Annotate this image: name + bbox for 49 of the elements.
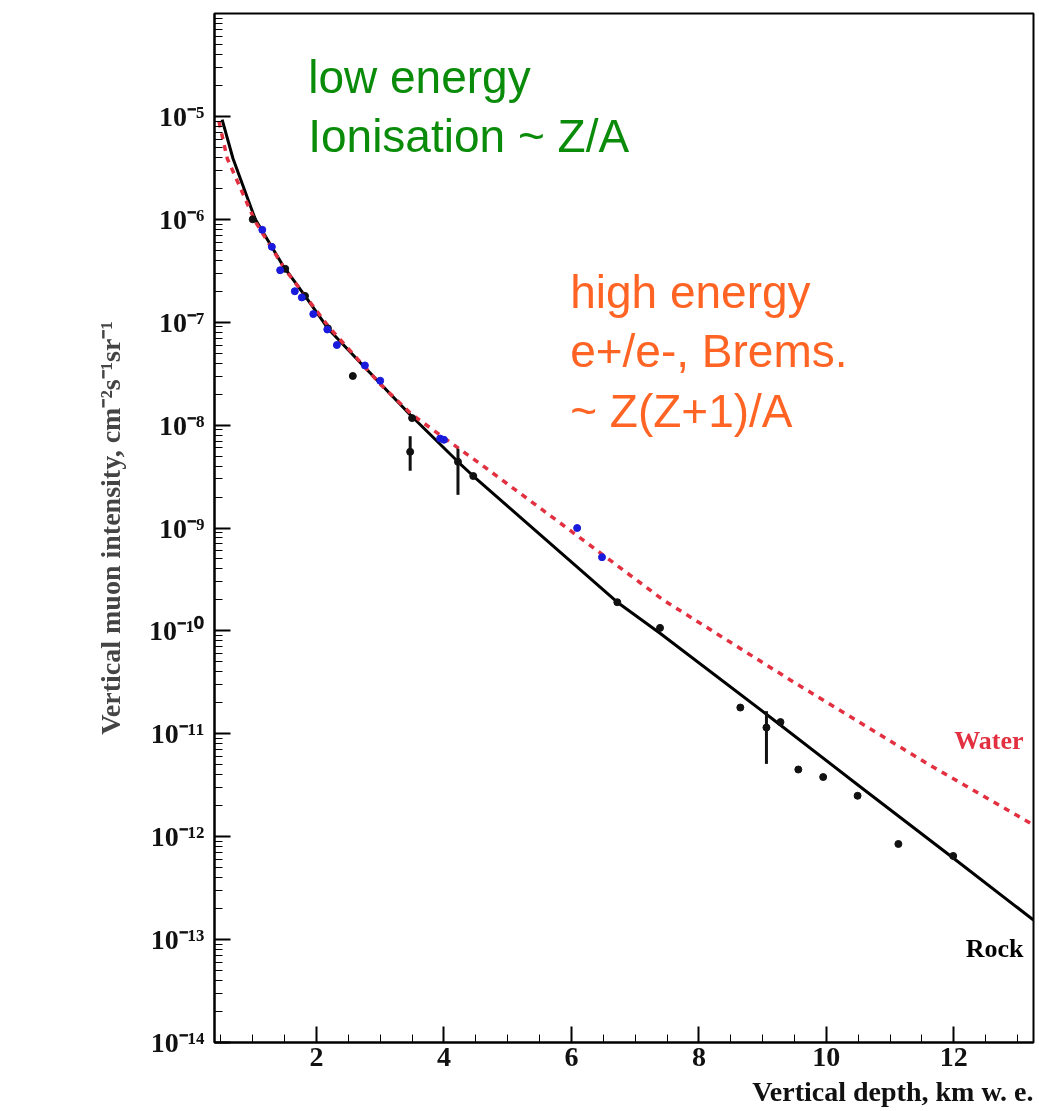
point bbox=[794, 765, 803, 774]
point bbox=[290, 287, 299, 296]
y-tick-label: 10⁻¹¹ bbox=[150, 718, 205, 750]
point bbox=[258, 225, 267, 234]
point bbox=[332, 341, 341, 350]
point bbox=[276, 266, 285, 275]
x-tick-label: 4 bbox=[436, 1040, 451, 1072]
point bbox=[613, 598, 622, 607]
y-tick-label: 10⁻⁸ bbox=[159, 409, 205, 441]
y-tick-label: 10⁻¹⁰ bbox=[149, 615, 205, 647]
point bbox=[267, 242, 276, 251]
series-label: Water bbox=[954, 725, 1024, 755]
y-tick-label: 10⁻¹⁴ bbox=[150, 1027, 206, 1058]
point bbox=[736, 703, 745, 712]
point bbox=[348, 372, 357, 380]
point bbox=[469, 472, 478, 481]
x-tick-label: 10 bbox=[812, 1040, 841, 1072]
point bbox=[248, 215, 257, 224]
point bbox=[894, 839, 903, 848]
x-axis-title: Vertical depth, km w. e. bbox=[752, 1075, 1034, 1107]
point bbox=[453, 457, 462, 466]
point bbox=[309, 310, 318, 319]
point bbox=[598, 553, 607, 562]
x-tick-label: 2 bbox=[309, 1040, 324, 1072]
y-tick-label: 10⁻⁷ bbox=[159, 306, 205, 338]
y-tick-label: 10⁻¹² bbox=[150, 821, 205, 853]
point bbox=[360, 361, 369, 370]
point bbox=[408, 414, 417, 423]
point bbox=[762, 723, 771, 732]
point bbox=[949, 851, 958, 860]
point bbox=[853, 791, 862, 800]
annotation: low energy Ionisation ~ Z/A bbox=[308, 50, 630, 163]
y-axis-title: Vertical muon intensity, cm⁻²s⁻¹sr⁻¹ bbox=[95, 321, 127, 735]
x-tick-label: 6 bbox=[564, 1040, 579, 1072]
point bbox=[776, 718, 785, 727]
x-tick-label: 8 bbox=[691, 1040, 706, 1072]
point bbox=[819, 773, 828, 782]
point bbox=[573, 524, 582, 532]
y-tick-label: 10⁻⁶ bbox=[159, 203, 205, 235]
point bbox=[376, 376, 385, 385]
point bbox=[656, 623, 665, 632]
point bbox=[406, 447, 415, 456]
annotation: high energy e+/e-, Brems. ~ Z(Z+1)/A bbox=[570, 265, 848, 438]
series-label: Rock bbox=[965, 934, 1025, 964]
point bbox=[297, 293, 306, 302]
y-tick-label: 10⁻⁹ bbox=[159, 512, 205, 544]
y-tick-label: 10⁻¹³ bbox=[150, 924, 205, 956]
x-tick-label: 12 bbox=[939, 1040, 968, 1072]
y-tick-label: 10⁻⁵ bbox=[159, 100, 205, 132]
